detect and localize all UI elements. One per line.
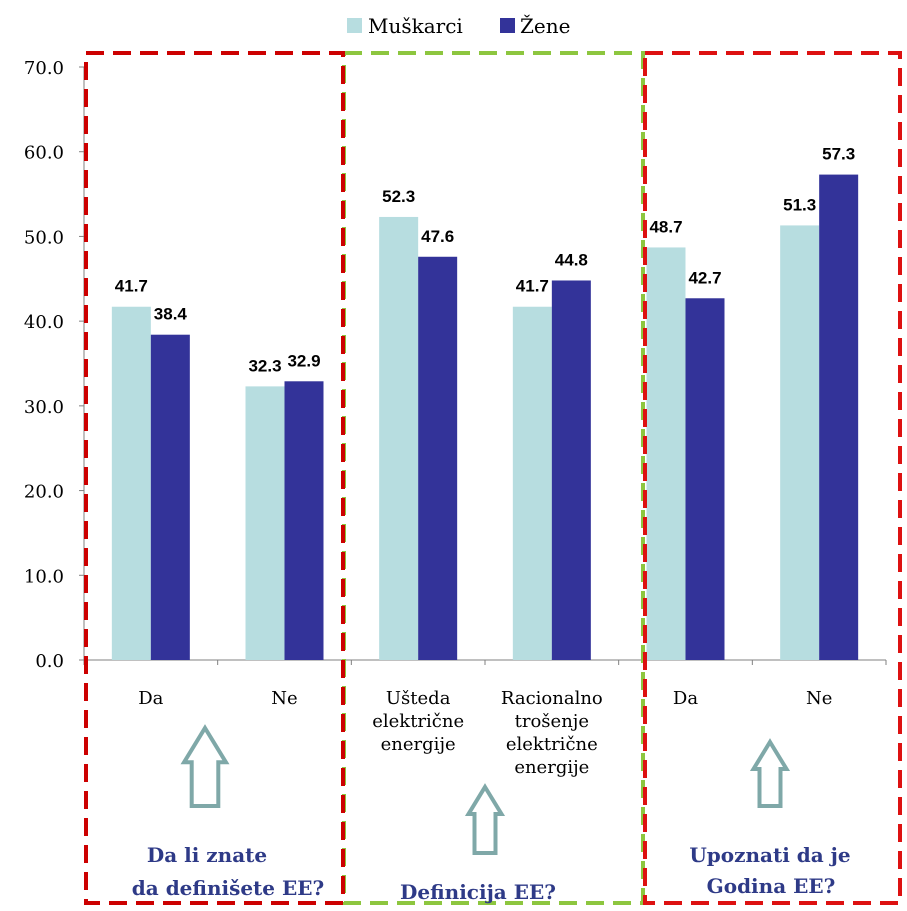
legend-label-zene: Žene (520, 14, 570, 38)
category-label: Da (673, 688, 698, 709)
group-box-upoznati (643, 51, 902, 905)
data-label: 38.4 (154, 305, 188, 324)
data-label: 51.3 (783, 195, 816, 214)
y-tick-label: 0.0 (35, 651, 64, 672)
up-arrow-icon (464, 783, 506, 855)
legend-swatch-muskarci (347, 18, 362, 33)
group-box-da-li-znate (84, 51, 345, 905)
bar-muskarci (245, 386, 285, 660)
data-label: 47.6 (421, 227, 454, 246)
category-label: energije (381, 734, 456, 755)
data-label: 42.7 (688, 268, 721, 287)
data-label: 41.7 (516, 277, 549, 296)
data-label: 57.3 (822, 145, 855, 164)
y-tick-label: 50.0 (24, 227, 64, 248)
y-tick-label: 30.0 (24, 397, 64, 418)
legend-label-muskarci: Muškarci (368, 14, 463, 38)
group-caption: Godina EE? (707, 874, 836, 898)
data-label: 48.7 (649, 217, 682, 236)
bar-zene (551, 280, 591, 660)
group-caption: da definišete EE? (132, 876, 324, 900)
bar-zene (150, 334, 190, 660)
bar-muskarci (379, 216, 419, 661)
y-tick-label: 60.0 (24, 143, 64, 164)
group-caption: Upoznati da je (689, 843, 850, 867)
group-caption: Definicija EE? (400, 880, 556, 904)
legend-swatch-zene (500, 18, 515, 33)
y-tick-label: 20.0 (24, 482, 64, 503)
category-label: trošenje (515, 711, 589, 732)
bar-muskarci (780, 225, 820, 660)
category-label: Da (138, 688, 163, 709)
data-label: 41.7 (115, 277, 148, 296)
data-label: 52.3 (382, 187, 415, 206)
bar-muskarci (512, 306, 552, 660)
category-label: Ušteda (386, 688, 451, 709)
category-label: Ne (271, 688, 297, 709)
data-label: 44.8 (555, 250, 588, 269)
bar-muskarci (111, 306, 151, 660)
data-label: 32.9 (287, 351, 320, 370)
y-tick-label: 70.0 (24, 58, 64, 79)
y-tick-label: 40.0 (24, 312, 64, 333)
bar-zene (819, 174, 859, 660)
category-label: Racionalno (501, 688, 603, 709)
category-label: energije (514, 757, 589, 778)
bar-zene (685, 298, 725, 660)
category-label: električne (372, 711, 464, 732)
up-arrow-icon (749, 738, 791, 808)
category-label: električne (506, 734, 598, 755)
bar-zene (418, 256, 458, 660)
category-label: Ne (806, 688, 832, 709)
group-caption: Da li znate (147, 843, 267, 867)
bar-zene (284, 381, 324, 660)
bar-muskarci (646, 247, 686, 661)
data-label: 32.3 (248, 356, 281, 375)
y-tick-label: 10.0 (24, 566, 64, 587)
up-arrow-icon (180, 724, 230, 808)
